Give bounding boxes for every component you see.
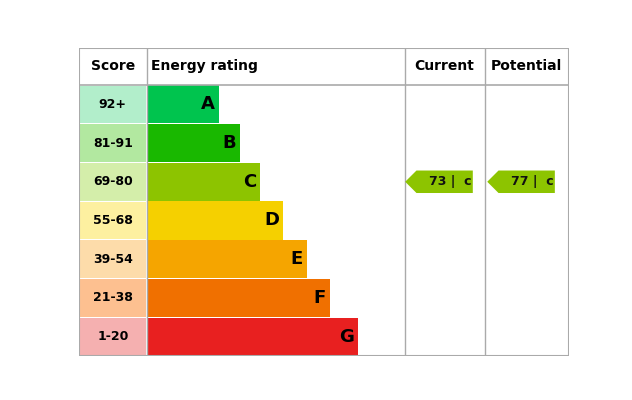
Bar bbox=[147, 124, 240, 162]
Text: 69-80: 69-80 bbox=[93, 175, 133, 188]
Text: E: E bbox=[291, 250, 303, 268]
Bar bbox=[80, 318, 146, 355]
Text: D: D bbox=[264, 212, 279, 230]
Text: Energy rating: Energy rating bbox=[152, 60, 258, 74]
Bar bbox=[147, 202, 283, 240]
Bar bbox=[147, 318, 358, 356]
Bar bbox=[147, 85, 219, 123]
Text: 73 |  c: 73 | c bbox=[429, 175, 471, 188]
Bar bbox=[147, 240, 307, 278]
Bar bbox=[80, 86, 146, 123]
Text: 21-38: 21-38 bbox=[93, 292, 133, 304]
Text: G: G bbox=[339, 328, 355, 346]
Bar bbox=[80, 124, 146, 162]
Text: 55-68: 55-68 bbox=[93, 214, 133, 227]
Text: Current: Current bbox=[415, 60, 475, 74]
Bar bbox=[80, 240, 146, 278]
Text: 39-54: 39-54 bbox=[93, 253, 133, 266]
Text: 92+: 92+ bbox=[99, 98, 127, 111]
Polygon shape bbox=[487, 170, 555, 193]
Text: 1-20: 1-20 bbox=[97, 330, 128, 343]
Bar bbox=[147, 163, 260, 201]
Text: 81-91: 81-91 bbox=[93, 136, 133, 150]
Text: 77 |  c: 77 | c bbox=[511, 175, 554, 188]
Text: C: C bbox=[243, 173, 256, 191]
Bar bbox=[80, 202, 146, 239]
Bar bbox=[80, 163, 146, 200]
Text: F: F bbox=[313, 289, 326, 307]
Bar bbox=[80, 279, 146, 317]
Bar bbox=[147, 279, 330, 317]
Text: Score: Score bbox=[90, 60, 135, 74]
Text: B: B bbox=[222, 134, 236, 152]
Text: Potential: Potential bbox=[491, 60, 562, 74]
Text: A: A bbox=[201, 95, 215, 113]
Polygon shape bbox=[405, 170, 473, 193]
